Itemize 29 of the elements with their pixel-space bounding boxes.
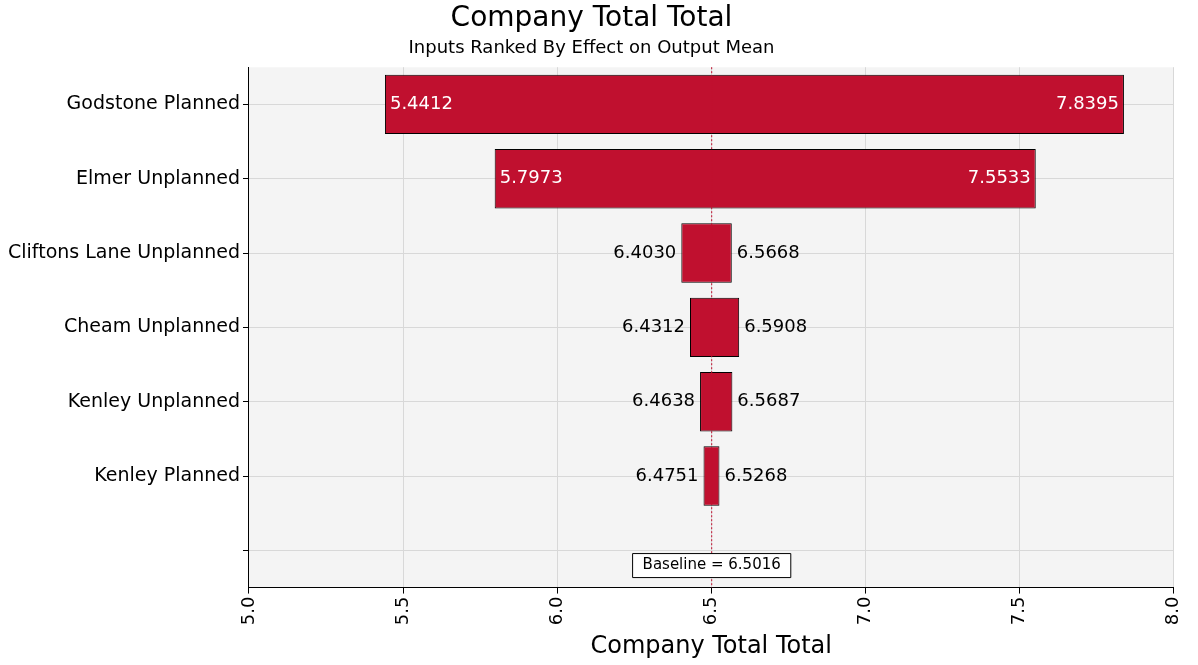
y-tick-label: Kenley Planned bbox=[94, 463, 240, 485]
annotation: 6.5908 bbox=[744, 315, 808, 337]
annotation: 6.4751 bbox=[635, 463, 699, 485]
y-tick-label: Cheam Unplanned bbox=[64, 314, 240, 337]
annotation: 6.4638 bbox=[632, 389, 696, 411]
ref-line-label: Baseline = 6.5016 bbox=[642, 555, 781, 574]
y-tick-label: Cliftons Lane Unplanned bbox=[8, 239, 240, 262]
x-tick-label: 6.5 bbox=[698, 596, 720, 626]
y-tick-label: Kenley Unplanned bbox=[67, 388, 240, 411]
annotation: 6.4312 bbox=[622, 315, 685, 337]
chart-subtitle: Inputs Ranked By Effect on Output Mean bbox=[408, 36, 775, 58]
annotation: 6.5687 bbox=[737, 389, 801, 411]
x-tick-label: 6.0 bbox=[544, 596, 566, 626]
annotation: 7.8395 bbox=[1055, 92, 1119, 114]
y-tick-label: Elmer Unplanned bbox=[75, 165, 240, 188]
chart-title: Company Total Total bbox=[450, 0, 733, 34]
x-tick-label: 7.0 bbox=[852, 596, 874, 626]
x-tick-label: 7.5 bbox=[1007, 596, 1029, 626]
annotation: 6.5268 bbox=[724, 463, 788, 485]
annotation: 5.4412 bbox=[389, 92, 453, 114]
y-tick-label: Godstone Planned bbox=[66, 91, 240, 114]
x-tick-label: 8.0 bbox=[1161, 596, 1183, 626]
annotation: 7.5533 bbox=[967, 166, 1031, 188]
x-axis-title: Company Total Total bbox=[590, 630, 832, 659]
annotation: 6.5668 bbox=[736, 240, 800, 262]
annotation: 5.7973 bbox=[499, 166, 563, 188]
x-tick-label: 5.5 bbox=[390, 596, 412, 626]
annotation: 6.4030 bbox=[613, 240, 677, 262]
x-tick-label: 5.0 bbox=[236, 596, 258, 626]
